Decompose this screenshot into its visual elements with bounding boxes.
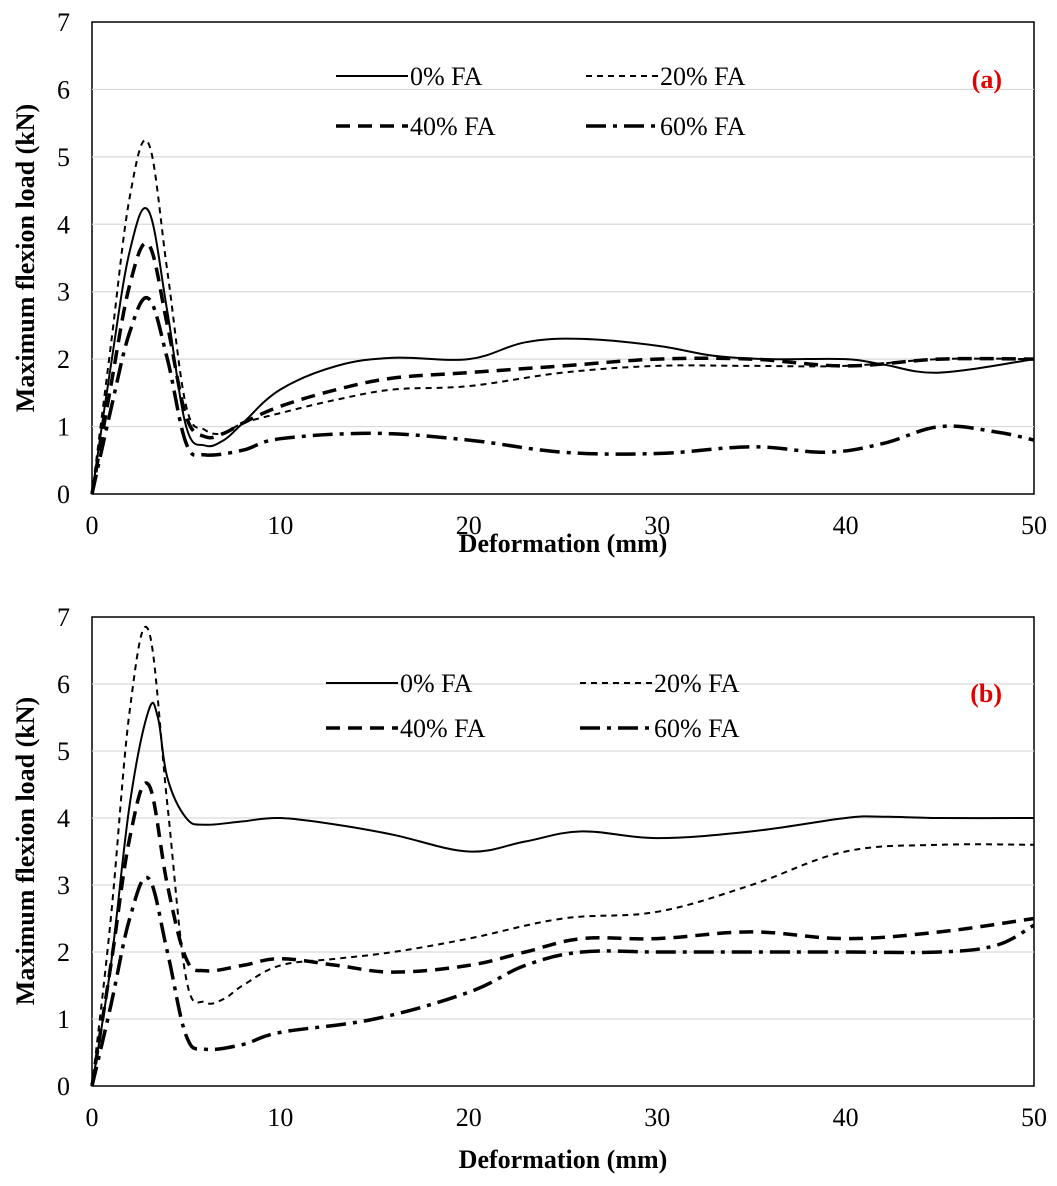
x-tick-label: 10 — [267, 1103, 293, 1132]
series-line-dashed-a — [90, 241, 1035, 495]
legend-item: 20% FA — [586, 62, 746, 91]
y-tick-label: 0 — [57, 480, 70, 509]
legend-b: 0% FA 20% FA 40% FA 60% FA — [326, 669, 740, 743]
legend-label: 60% FA — [660, 112, 746, 141]
x-axis-title-b: Deformation (mm) — [459, 1145, 668, 1174]
legend-label: 20% FA — [660, 62, 746, 91]
y-tick-label: 4 — [57, 210, 70, 239]
series-line-solid-b — [91, 701, 1035, 1087]
x-tick-label: 40 — [833, 511, 859, 540]
y-tick-label: 3 — [57, 278, 70, 307]
y-tick-label: 7 — [57, 603, 70, 632]
series-line-dashdot-a — [90, 295, 1035, 495]
y-tick-label: 7 — [57, 8, 70, 37]
x-tick-label: 30 — [644, 1103, 670, 1132]
y-tick-label: 5 — [57, 143, 70, 172]
x-tick-label: 30 — [644, 511, 670, 540]
panel-label-b: (b) — [970, 679, 1002, 708]
y-tick-label: 1 — [57, 413, 70, 442]
y-axis-title-a: Maximum flexion load (kN) — [11, 104, 40, 412]
legend-item: 40% FA — [336, 112, 496, 141]
y-tick-label: 0 — [57, 1072, 70, 1101]
legend-label: 0% FA — [400, 669, 473, 698]
series-lines-b — [90, 626, 1035, 1087]
series-line-dotted-b — [91, 626, 1035, 1087]
y-tick-label: 6 — [57, 670, 70, 699]
y-tick-label: 1 — [57, 1005, 70, 1034]
x-tick-label: 50 — [1021, 1103, 1047, 1132]
legend-label: 40% FA — [410, 112, 496, 141]
plot-frame-a — [91, 21, 1035, 495]
legend-label: 0% FA — [410, 62, 483, 91]
x-tick-label: 0 — [86, 511, 99, 540]
plot-frame-b — [91, 616, 1035, 1087]
x-tick-label: 40 — [833, 1103, 859, 1132]
series-line-dotted-a — [91, 139, 1035, 495]
legend-item: 60% FA — [580, 714, 740, 743]
x-tick-label: 50 — [1021, 511, 1047, 540]
y-tick-label: 2 — [57, 938, 70, 967]
legend-item: 0% FA — [336, 62, 483, 91]
y-tick-label: 4 — [57, 804, 70, 833]
x-tick-label: 20 — [456, 511, 482, 540]
y-tick-label: 3 — [57, 871, 70, 900]
y-tick-labels-b: 0 1 2 3 4 5 6 7 — [57, 603, 70, 1101]
x-tick-label: 0 — [86, 1103, 99, 1132]
x-tick-labels-b: 0 10 20 30 40 50 — [86, 1103, 1048, 1132]
chart-panel-b: 0 10 20 30 40 50 0 1 2 3 4 5 6 7 0% FA 20% FA 40% FA 60… — [11, 603, 1047, 1174]
series-line-dashdot-b — [90, 875, 1035, 1087]
legend-label: 60% FA — [654, 714, 740, 743]
legend-label: 20% FA — [654, 669, 740, 698]
y-tick-label: 5 — [57, 737, 70, 766]
x-tick-labels-a: 0 10 20 30 40 50 — [86, 511, 1048, 540]
legend-item: 60% FA — [586, 112, 746, 141]
series-lines-a — [90, 139, 1035, 495]
legend-a: 0% FA 20% FA 40% FA 60% FA — [336, 62, 746, 141]
y-tick-label: 6 — [57, 75, 70, 104]
panel-label-a: (a) — [972, 65, 1002, 94]
series-line-dashed-b — [90, 781, 1035, 1087]
x-axis-title-a: Deformation (mm) — [459, 529, 668, 558]
series-line-solid-a — [91, 207, 1035, 495]
legend-item: 40% FA — [326, 714, 486, 743]
legend-label: 40% FA — [400, 714, 486, 743]
gridlines-b — [92, 683, 1034, 1020]
legend-item: 0% FA — [326, 669, 473, 698]
gridlines-a — [92, 88, 1034, 428]
chart-panel-a: 0 10 20 30 40 50 0 1 2 3 4 5 6 7 0% FA 20% FA 40% FA 60… — [11, 8, 1047, 558]
y-axis-title-b: Maximum flexion load (kN) — [11, 697, 40, 1005]
x-tick-label: 20 — [456, 1103, 482, 1132]
legend-item: 20% FA — [580, 669, 740, 698]
y-tick-labels-a: 0 1 2 3 4 5 6 7 — [57, 8, 70, 509]
x-tick-label: 10 — [267, 511, 293, 540]
y-tick-label: 2 — [57, 345, 70, 374]
